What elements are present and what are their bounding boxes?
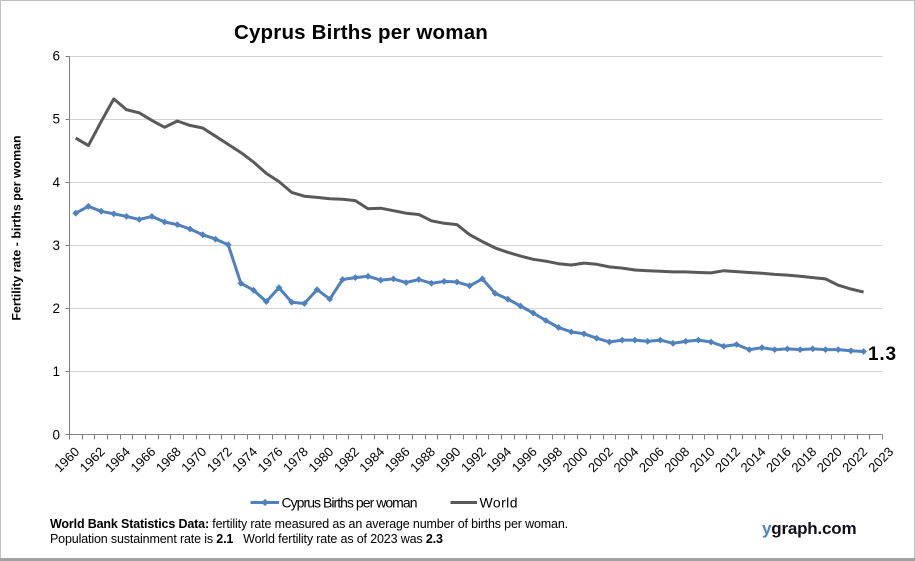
svg-text:3: 3 [52, 238, 60, 253]
svg-text:6: 6 [52, 49, 60, 64]
svg-text:0: 0 [52, 427, 60, 442]
svg-text:Cyprus Births per woman: Cyprus Births per woman [234, 21, 488, 44]
svg-text:1: 1 [52, 364, 60, 379]
svg-text:World: World [480, 494, 518, 510]
svg-text:2: 2 [52, 301, 60, 316]
svg-text:5: 5 [52, 112, 60, 127]
svg-text:Fertility rate - births per w: Fertility rate - births per woman [10, 135, 24, 320]
svg-text:1.3: 1.3 [868, 344, 897, 365]
svg-text:4: 4 [52, 175, 60, 190]
svg-text:Cyprus Births per woman: Cyprus Births per woman [282, 494, 418, 510]
